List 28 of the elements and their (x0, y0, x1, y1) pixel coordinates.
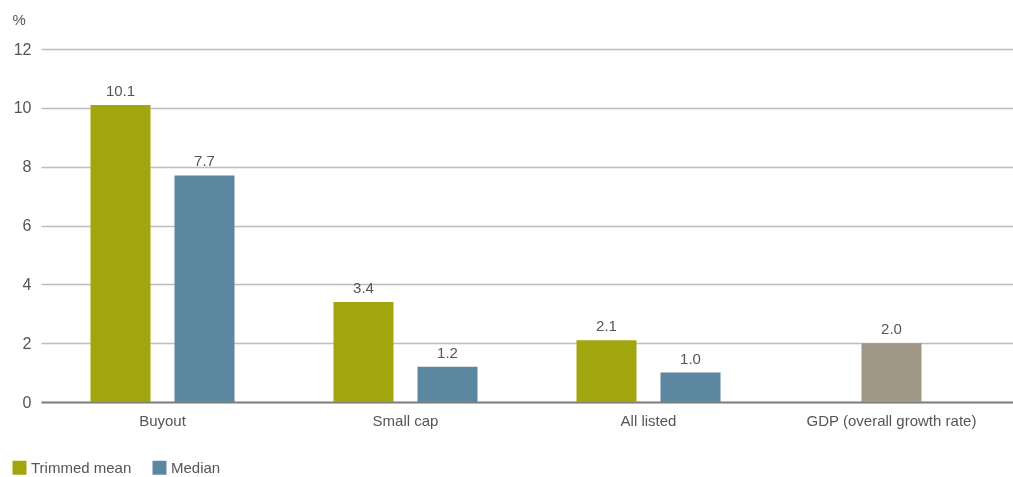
y-tick-label: 8 (22, 158, 32, 176)
x-tick-label: Small cap (372, 411, 439, 429)
x-tick-label: All listed (620, 411, 677, 429)
legend-label: Trimmed mean (31, 458, 132, 476)
bar (576, 340, 637, 402)
y-tick-label: 6 (22, 217, 32, 234)
data-label: 10.1 (105, 81, 136, 99)
bar (174, 175, 235, 402)
y-tick-label: 10 (13, 99, 32, 117)
bar (417, 366, 478, 402)
data-label: 1.2 (437, 343, 458, 361)
x-tick-label: GDP (overall growth rate) (806, 411, 977, 429)
data-label: 2.1 (596, 317, 617, 335)
bar (90, 104, 151, 402)
bar (333, 301, 394, 402)
y-axis-title: % (12, 10, 26, 28)
y-tick-label: 0 (22, 393, 32, 411)
y-tick-label: 12 (13, 40, 32, 58)
y-tick-label: 2 (22, 334, 32, 352)
data-label: 1.0 (680, 349, 701, 367)
y-tick-label: 4 (22, 275, 32, 293)
legend-label: Median (171, 458, 221, 476)
bar (660, 372, 721, 402)
x-tick-label: Buyout (139, 411, 187, 429)
data-label: 3.4 (353, 278, 374, 296)
data-label: 7.7 (194, 152, 215, 170)
bar (861, 343, 922, 402)
data-label: 2.0 (881, 320, 902, 338)
